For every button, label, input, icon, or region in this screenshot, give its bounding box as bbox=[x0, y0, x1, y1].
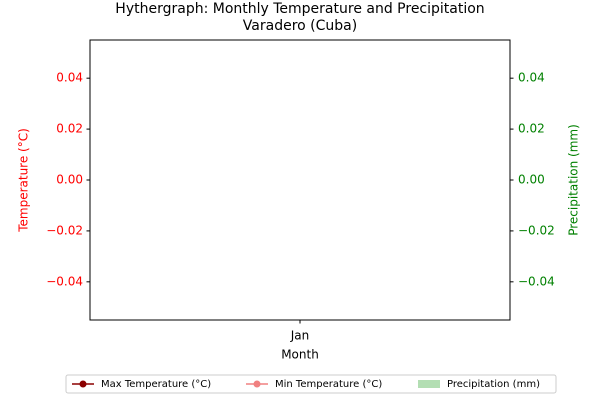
x-axis-label: Month bbox=[281, 348, 319, 362]
legend-box bbox=[65, 374, 557, 394]
legend-label: Precipitation (mm) bbox=[447, 379, 540, 390]
legend-label: Max Temperature (°C) bbox=[101, 379, 211, 390]
y-tick-label: 0.04 bbox=[56, 71, 83, 85]
y-tick-label: −0.02 bbox=[46, 223, 83, 237]
legend-marker bbox=[79, 380, 87, 388]
y-axis-label: Temperature (°C) bbox=[17, 128, 31, 233]
y2-tick-label: 0.00 bbox=[518, 173, 545, 187]
y2-tick-label: 0.04 bbox=[518, 71, 545, 85]
legend-swatch bbox=[418, 380, 440, 388]
y2-tick-label: −0.02 bbox=[518, 223, 555, 237]
chart-subtitle: Varadero (Cuba) bbox=[243, 18, 357, 34]
legend: Max Temperature (°C) Min Temperature (°C)… bbox=[65, 374, 557, 394]
y-tick-label: 0.00 bbox=[56, 173, 83, 187]
legend-marker bbox=[253, 380, 261, 388]
legend-label: Min Temperature (°C) bbox=[275, 379, 382, 390]
y2-tick-label: 0.02 bbox=[518, 122, 545, 136]
y2-tick-label: −0.04 bbox=[518, 274, 555, 288]
y-tick-label: −0.04 bbox=[46, 274, 83, 288]
plot-frame bbox=[89, 39, 511, 321]
y-tick-label: 0.02 bbox=[56, 122, 83, 136]
x-tick-label: Jan bbox=[290, 329, 310, 343]
chart-title: Hythergraph: Monthly Temperature and Pre… bbox=[115, 1, 484, 17]
y2-axis-label: Precipitation (mm) bbox=[567, 124, 581, 236]
